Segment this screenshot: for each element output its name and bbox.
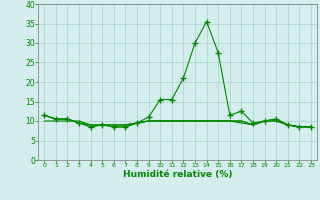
- X-axis label: Humidité relative (%): Humidité relative (%): [123, 170, 232, 179]
